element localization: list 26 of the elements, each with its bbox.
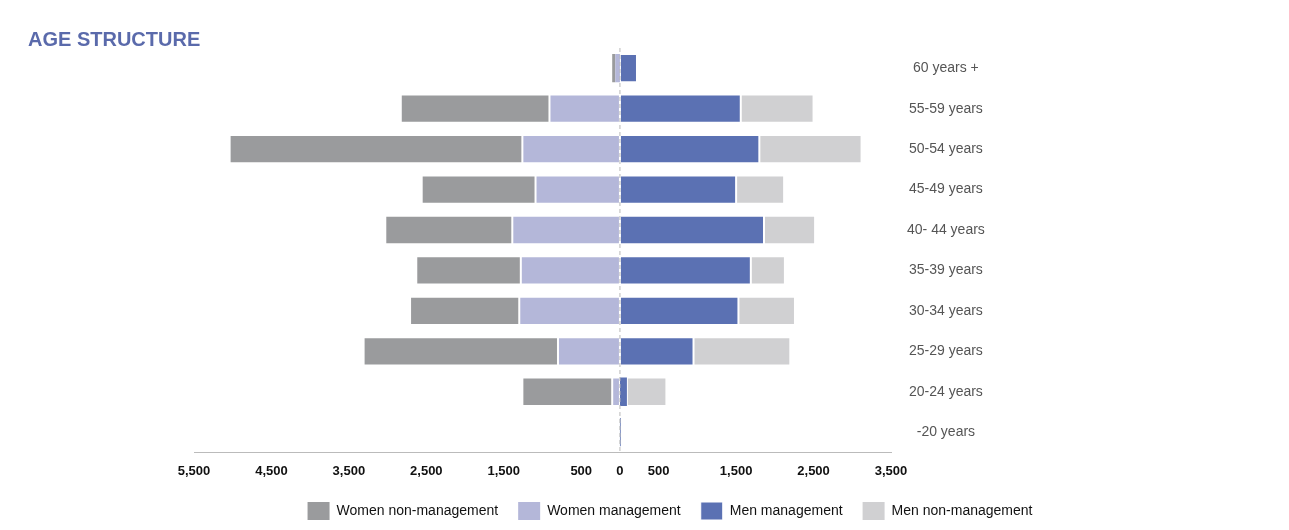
x-tick-label: 500	[570, 462, 593, 478]
x-tick-label: 3,500	[332, 462, 366, 478]
x-tick-label: 1,500	[719, 462, 753, 478]
legend-label: Women non-management	[336, 501, 499, 518]
x-tick-label: 4,500	[255, 462, 288, 478]
legend-label: Men non-management	[891, 501, 1033, 518]
y-tick-label: 45-49 years	[908, 180, 983, 197]
y-tick-label: 35-39 years	[908, 261, 983, 278]
x-tick-label: 5,500	[177, 462, 211, 478]
x-tick-label: 3,500	[874, 462, 908, 478]
chart-title: AGE STRUCTURE	[28, 28, 201, 51]
x-tick-label: 2,500	[797, 462, 830, 478]
legend-label: Women management	[547, 501, 681, 518]
x-tick-label: 2,500	[410, 462, 443, 478]
y-tick-label: 30-34 years	[908, 301, 983, 318]
legend-label: Men management	[729, 501, 843, 518]
y-tick-label: 20-24 years	[908, 382, 983, 399]
x-tick-label: 0	[616, 462, 624, 478]
y-tick-label: -20 years	[916, 423, 976, 440]
y-tick-label: 55-59 years	[908, 99, 983, 116]
x-tick-label: 1,500	[487, 462, 521, 478]
y-tick-label: 50-54 years	[908, 139, 983, 156]
y-tick-label: 40- 44 years	[907, 220, 985, 237]
x-tick-label: 500	[647, 462, 670, 478]
y-tick-label: 25-29 years	[908, 342, 983, 359]
y-tick-label: 60 years +	[913, 59, 979, 76]
